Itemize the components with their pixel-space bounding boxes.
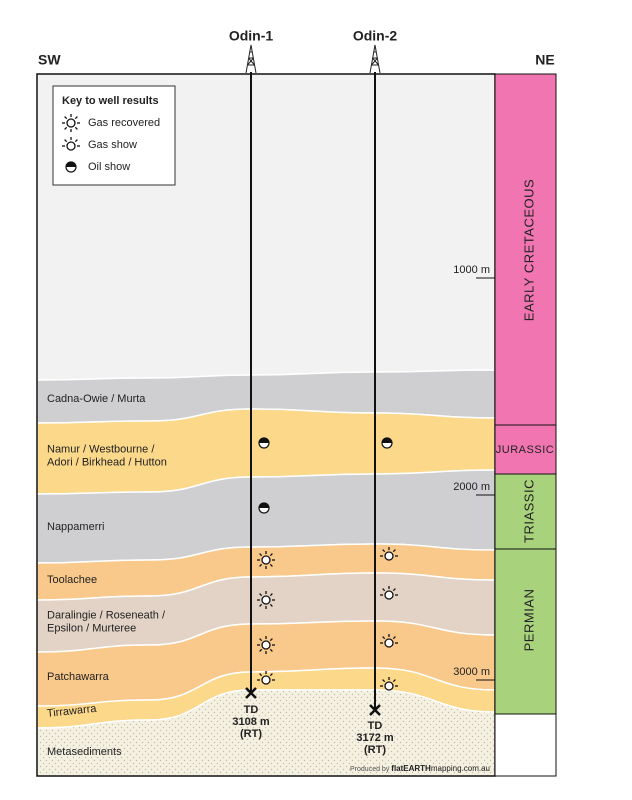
td-label: 3172 m	[356, 732, 394, 744]
stratum-label: Nappamerri	[47, 521, 104, 533]
credit: Produced by flatEARTHmapping.com.au	[350, 764, 490, 773]
direction-label: SW	[38, 52, 61, 68]
depth-label: 3000 m	[453, 666, 490, 678]
td-label: 3108 m	[232, 716, 270, 728]
stratum-label: Namur / Westbourne /	[47, 443, 155, 455]
gas-recovered	[256, 550, 276, 570]
period-label: EARLY CRETACEOUS	[521, 179, 536, 321]
legend: Key to well results Gas recovered Gas sh…	[52, 85, 176, 186]
oil-show	[258, 437, 270, 449]
well-name: Odin-2	[353, 28, 398, 44]
stratum-label: Patchawarra	[47, 671, 110, 683]
legend-title: Key to well results	[62, 95, 159, 107]
stratum-label: Metasediments	[47, 746, 122, 758]
depth-label: 1000 m	[453, 264, 490, 276]
td-marker	[245, 687, 257, 699]
stratum-label: Adori / Birkhead / Hutton	[47, 456, 167, 468]
stratum-label: Epsilon / Murteree	[47, 622, 136, 634]
derrick	[369, 44, 381, 74]
period-box	[494, 73, 557, 426]
period-label: TRIASSIC	[521, 479, 536, 543]
period-box	[494, 424, 557, 475]
td-label: TD	[368, 720, 383, 732]
legend-item: Gas recovered	[88, 117, 160, 129]
credit-part: flatEARTH	[391, 764, 431, 773]
period-label: PERMIAN	[521, 589, 536, 652]
stratum-label: Cadna-Owie / Murta	[47, 393, 146, 405]
legend-item: Oil show	[88, 161, 130, 173]
stratum-label: Daralingie / Roseneath /	[47, 609, 166, 621]
well-name: Odin-1	[229, 28, 274, 44]
legend-symbol	[61, 113, 81, 133]
td-marker	[369, 704, 381, 716]
gas-recovered	[256, 635, 276, 655]
period-box	[494, 548, 557, 715]
stratum-label: Tirrawarra	[46, 703, 98, 720]
direction-label: NE	[535, 52, 554, 68]
derrick	[245, 44, 257, 74]
period-label: JURASSIC	[496, 444, 554, 456]
td-label: TD	[244, 704, 259, 716]
legend-symbol	[65, 161, 77, 173]
depth-marks: 1000 m 2000 m 3000 m	[453, 264, 495, 681]
period-box	[494, 713, 557, 777]
gas-recovered	[256, 590, 276, 610]
credit-part: mapping.com.au	[431, 764, 490, 773]
stratum-label: Toolachee	[47, 574, 97, 586]
legend-item: Gas show	[88, 139, 137, 151]
credit-part: Produced by	[350, 766, 390, 773]
td-label: (RT)	[364, 744, 386, 756]
td-label: (RT)	[240, 728, 262, 740]
depth-label: 2000 m	[453, 481, 490, 493]
oil-show	[258, 502, 270, 514]
oil-show	[381, 437, 393, 449]
